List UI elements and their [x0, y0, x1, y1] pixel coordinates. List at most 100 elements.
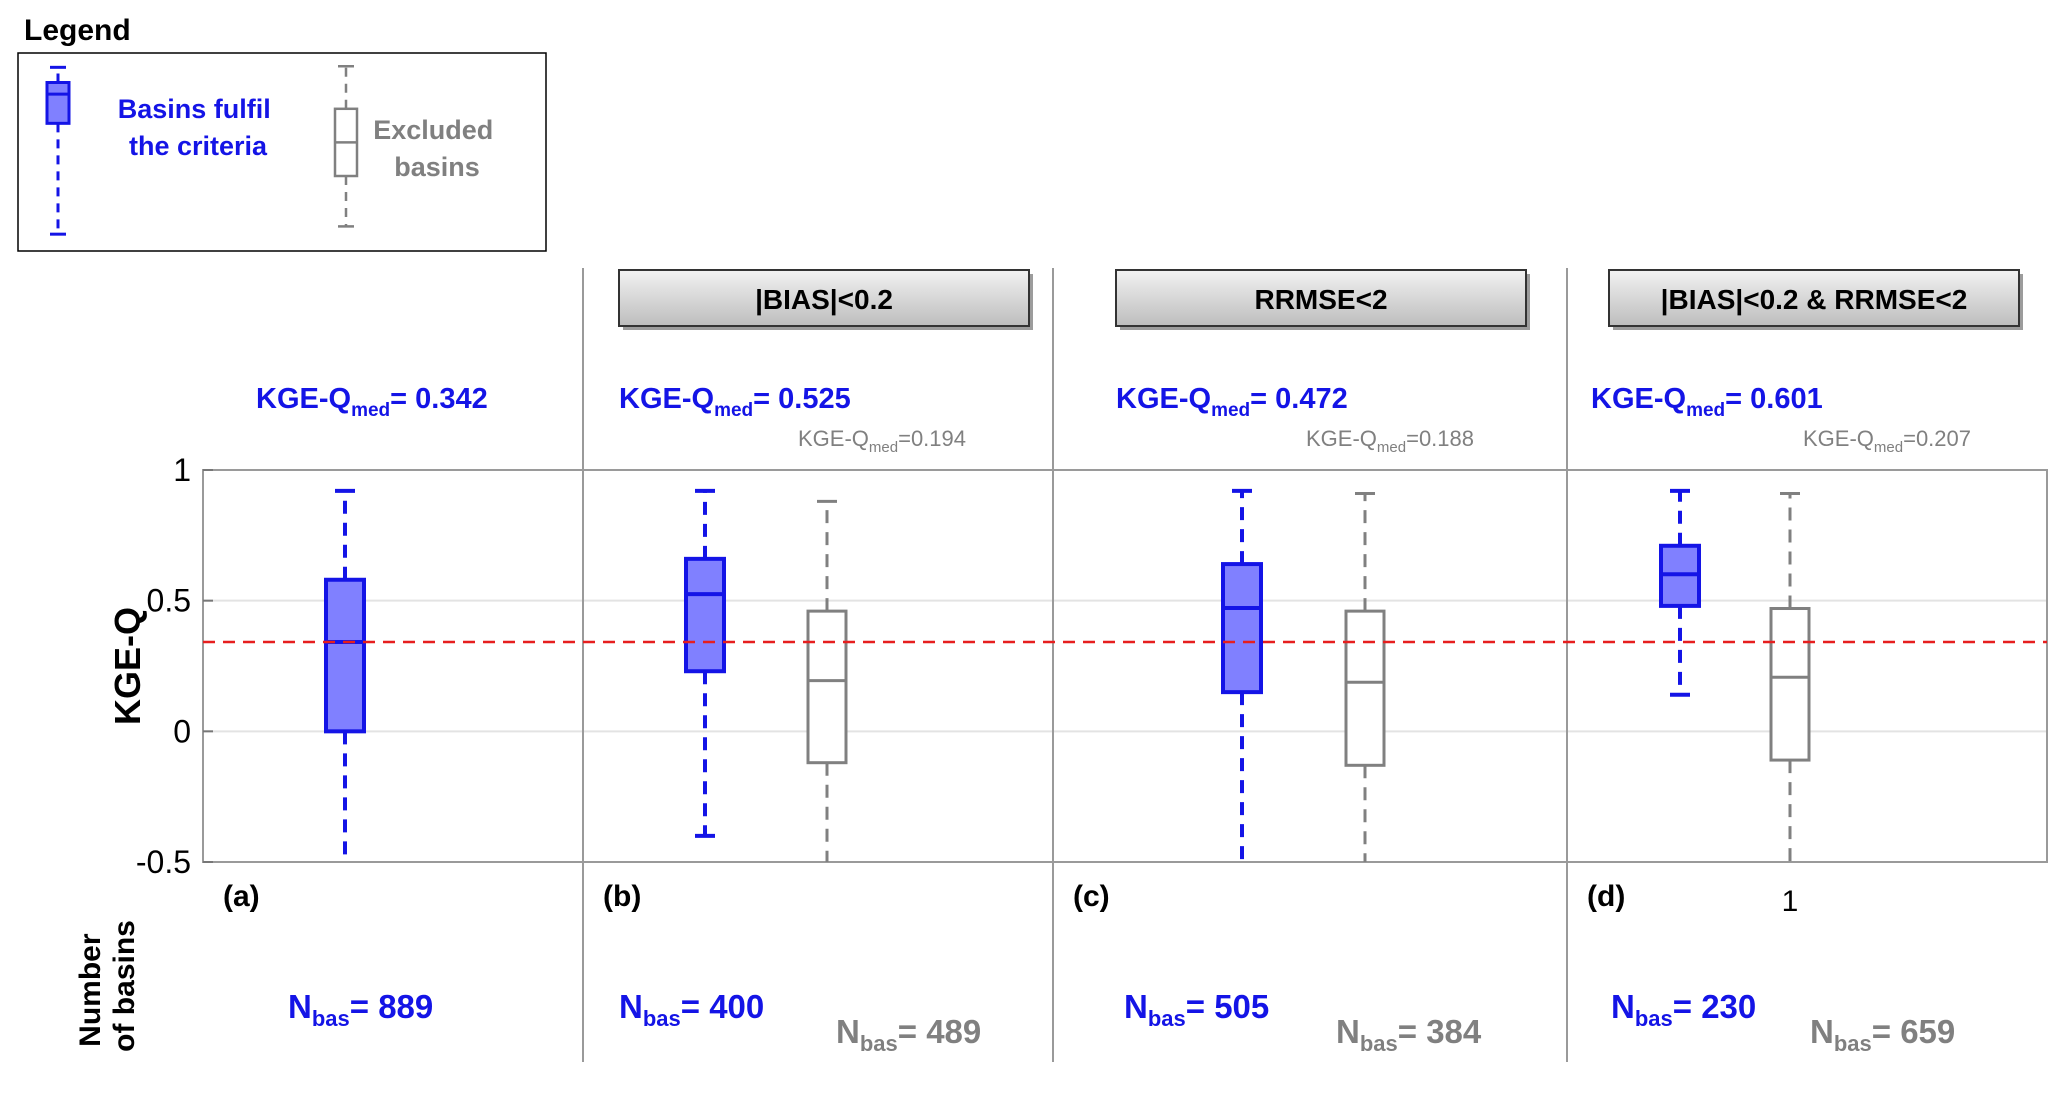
n-value: = 400: [681, 988, 765, 1025]
kge-median-excluded: KGE-Qmed=0.194: [798, 426, 966, 456]
legend-criteria-line1: Basins fulfil: [118, 94, 271, 124]
filter-button: [1608, 269, 2020, 327]
filter-button-label: |BIAS|<0.2: [755, 284, 893, 315]
n-basins-fulfil: Nbas= 400: [619, 988, 764, 1031]
y-tick-label: 0.5: [147, 583, 191, 619]
legend-criteria-line2: the criteria: [129, 131, 268, 161]
panel-letter: (b): [603, 880, 641, 913]
kge-prefix: KGE-Q: [1803, 426, 1874, 451]
box-fulfil: [684, 488, 726, 838]
legend-criteria-label: Basins fulfil the criteria: [118, 94, 279, 161]
box-iqr: [324, 577, 366, 734]
kge-median-fulfil: KGE-Qmed= 0.472: [1116, 383, 1348, 421]
y-axis: 1 0.5 0 -0.5: [136, 452, 213, 880]
n-basins-fulfil: Nbas= 230: [1611, 988, 1756, 1031]
plot-grid: [203, 599, 2047, 733]
box-iqr: [806, 609, 848, 765]
y-tick-label: 0: [173, 713, 191, 749]
n-prefix: N: [1611, 988, 1635, 1025]
panel-separators: [582, 268, 1568, 1062]
n-value: = 659: [1872, 1013, 1956, 1050]
n-value: = 505: [1186, 988, 1270, 1025]
box-iqr: [1221, 562, 1263, 695]
filter-buttons: |BIAS|<0.2 RRMSE<2 |BIAS|<0.2 & RRMSE<2: [618, 269, 2023, 330]
kge-value: = 0.342: [390, 383, 488, 415]
n-sub: bas: [860, 1031, 898, 1056]
box-excluded: [1769, 492, 1811, 862]
box-iqr: [1769, 607, 1811, 762]
n-value: = 889: [350, 988, 434, 1025]
n-prefix: N: [288, 988, 312, 1025]
filter-button: [618, 269, 1030, 327]
box-iqr: [1344, 609, 1386, 767]
n-prefix: N: [1810, 1013, 1834, 1050]
panel-letter: (a): [223, 880, 260, 913]
kge-sub: med: [1686, 400, 1725, 421]
legend-excluded-line1: Excluded: [373, 115, 493, 145]
kge-prefix: KGE-Q: [1306, 426, 1377, 451]
legend-criteria-box-icon: [45, 65, 71, 236]
n-basins-fulfil: Nbas= 889: [288, 988, 433, 1031]
kge-value: =0.207: [1903, 426, 1971, 451]
kge-prefix: KGE-Q: [1116, 383, 1211, 415]
kge-prefix: KGE-Q: [1591, 383, 1686, 415]
kge-value: = 0.525: [753, 383, 851, 415]
n-prefix: N: [1124, 988, 1148, 1025]
n-sub: bas: [312, 1006, 350, 1031]
filter-button-label: |BIAS|<0.2 & RRMSE<2: [1661, 284, 1968, 315]
kge-sub: med: [351, 400, 390, 421]
n-prefix: N: [619, 988, 643, 1025]
n-sub: bas: [1148, 1006, 1186, 1031]
box-excluded: [806, 499, 848, 862]
n-prefix: N: [1336, 1013, 1360, 1050]
box-plots: [324, 488, 1811, 862]
legend-excluded-box-icon: [333, 64, 359, 228]
n-basins-excluded: Nbas= 384: [1336, 1013, 1482, 1056]
n-prefix: N: [836, 1013, 860, 1050]
kge-prefix: KGE-Q: [256, 383, 351, 415]
kge-sub: med: [869, 439, 898, 456]
kge-median-labels: KGE-Qmed= 0.342 KGE-Qmed= 0.525KGE-Qmed=0…: [256, 383, 1971, 456]
bottom-label-line1: Number: [74, 933, 107, 1047]
bottom-label: Number of basins: [74, 920, 141, 1052]
kge-median-fulfil: KGE-Qmed= 0.342: [256, 383, 488, 421]
n-sub: bas: [643, 1006, 681, 1031]
kge-value: = 0.472: [1250, 383, 1348, 415]
kge-sub: med: [1377, 439, 1406, 456]
n-value: = 384: [1398, 1013, 1482, 1050]
n-basins-excluded: Nbas= 659: [1810, 1013, 1955, 1056]
n-basins-fulfil: Nbas= 505: [1124, 988, 1269, 1031]
legend-excluded-line2: basins: [394, 152, 480, 182]
legend-box: [17, 52, 547, 252]
panel-letter: (d): [1587, 880, 1625, 913]
filter-button: [1115, 269, 1527, 327]
kge-sub: med: [714, 400, 753, 421]
kge-median-fulfil: KGE-Qmed= 0.601: [1591, 383, 1823, 421]
panel-letters: (a) (b) (c) (d): [223, 880, 1625, 913]
x-tick-label: 1: [1782, 885, 1799, 918]
kge-value: = 0.601: [1725, 383, 1823, 415]
y-axis-label: KGE-Q: [107, 607, 148, 725]
kge-median-excluded: KGE-Qmed=0.188: [1306, 426, 1474, 456]
legend-box: [45, 81, 71, 125]
kge-median-excluded: KGE-Qmed=0.207: [1803, 426, 1971, 456]
kge-value: =0.194: [898, 426, 966, 451]
kge-median-fulfil: KGE-Qmed= 0.525: [619, 383, 851, 421]
kge-prefix: KGE-Q: [619, 383, 714, 415]
filter-button-label: RRMSE<2: [1254, 284, 1387, 315]
kge-value: =0.188: [1406, 426, 1474, 451]
plot-frame: [202, 469, 2048, 863]
n-sub: bas: [1834, 1031, 1872, 1056]
n-basins-excluded: Nbas= 489: [836, 1013, 981, 1056]
n-value: = 489: [898, 1013, 982, 1050]
legend-title: Legend: [24, 14, 131, 47]
box-fulfil: [1659, 488, 1701, 697]
box-fulfil: [324, 488, 366, 862]
bottom-label-line2: of basins: [108, 920, 141, 1052]
legend-excluded-label: Excluded basins: [373, 115, 501, 182]
n-sub: bas: [1635, 1006, 1673, 1031]
box-iqr: [684, 556, 726, 674]
panel-letter: (c): [1073, 880, 1110, 913]
